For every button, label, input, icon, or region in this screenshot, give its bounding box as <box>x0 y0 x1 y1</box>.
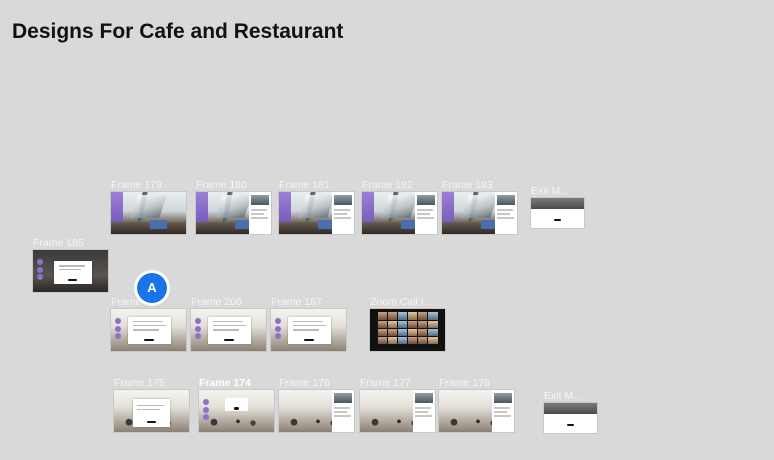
frame-thumbnail[interactable] <box>199 390 274 432</box>
frame-label[interactable]: Exit M... <box>544 390 582 402</box>
frame-thumbnail[interactable] <box>33 250 108 292</box>
frame-label[interactable]: Frame 176 <box>279 377 330 389</box>
frame-178[interactable]: Frame 178 <box>439 377 514 432</box>
frame-thumbnail[interactable] <box>439 390 514 432</box>
frame-exit-1[interactable]: Exit M... <box>531 185 584 228</box>
frame-179[interactable]: Frame 179 <box>111 179 186 234</box>
frame-180[interactable]: Frame 180 <box>196 179 271 234</box>
frame-174[interactable]: Frame 174 <box>199 377 274 432</box>
frame-thumbnail[interactable] <box>196 192 271 234</box>
frame-label[interactable]: Frame 182 <box>362 179 413 191</box>
frame-thumbnail[interactable] <box>111 309 186 351</box>
frame-thumbnail[interactable] <box>360 390 435 432</box>
frame-206[interactable]: Frame 206 <box>191 296 266 351</box>
frame-label[interactable]: Frame 183 <box>442 179 493 191</box>
frame-thumbnail[interactable] <box>544 403 597 433</box>
frame-thumbnail[interactable] <box>271 309 346 351</box>
frame-181[interactable]: Frame 181 <box>279 179 354 234</box>
frame-thumbnail[interactable] <box>531 198 584 228</box>
frame-thumbnail[interactable] <box>114 390 189 432</box>
frame-thumbnail[interactable] <box>191 309 266 351</box>
frame-label[interactable]: Exit M... <box>531 185 569 197</box>
frame-177[interactable]: Frame 177 <box>360 377 435 432</box>
frame-182[interactable]: Frame 182 <box>362 179 437 234</box>
frame-label[interactable]: Frame 187 <box>271 296 322 308</box>
page-title: Designs For Cafe and Restaurant <box>12 20 344 43</box>
frame-label[interactable]: Frame 179 <box>111 179 162 191</box>
frame-partial[interactable]: Frame <box>111 296 186 351</box>
frame-187[interactable]: Frame 187 <box>271 296 346 351</box>
frame-thumbnail[interactable] <box>370 309 445 351</box>
frame-label[interactable]: Frame 178 <box>439 377 490 389</box>
frame-label[interactable]: Frame 185 <box>33 237 84 249</box>
frame-label[interactable]: Frame 180 <box>196 179 247 191</box>
frame-label[interactable]: Frame 206 <box>191 296 242 308</box>
frame-exit-2[interactable]: Exit M... <box>544 390 597 433</box>
avatar[interactable]: A <box>137 273 167 303</box>
frame-thumbnail[interactable] <box>362 192 437 234</box>
frame-185[interactable]: Frame 185 <box>33 237 108 292</box>
frame-label[interactable]: Frame 174 <box>199 377 251 389</box>
frame-thumbnail[interactable] <box>279 192 354 234</box>
frame-183[interactable]: Frame 183 <box>442 179 517 234</box>
frame-176[interactable]: Frame 176 <box>279 377 354 432</box>
frame-label[interactable]: Zoom Call I... <box>370 296 433 308</box>
frame-label[interactable]: Frame <box>111 296 142 308</box>
frame-label[interactable]: Frame 181 <box>279 179 330 191</box>
frame-label[interactable]: Frame 175 <box>114 377 165 389</box>
frame-thumbnail[interactable] <box>442 192 517 234</box>
frame-label[interactable]: Frame 177 <box>360 377 411 389</box>
frame-zoom-call[interactable]: Zoom Call I... <box>370 296 445 351</box>
frame-175[interactable]: Frame 175 <box>114 377 189 432</box>
frame-thumbnail[interactable] <box>111 192 186 234</box>
frame-thumbnail[interactable] <box>279 390 354 432</box>
